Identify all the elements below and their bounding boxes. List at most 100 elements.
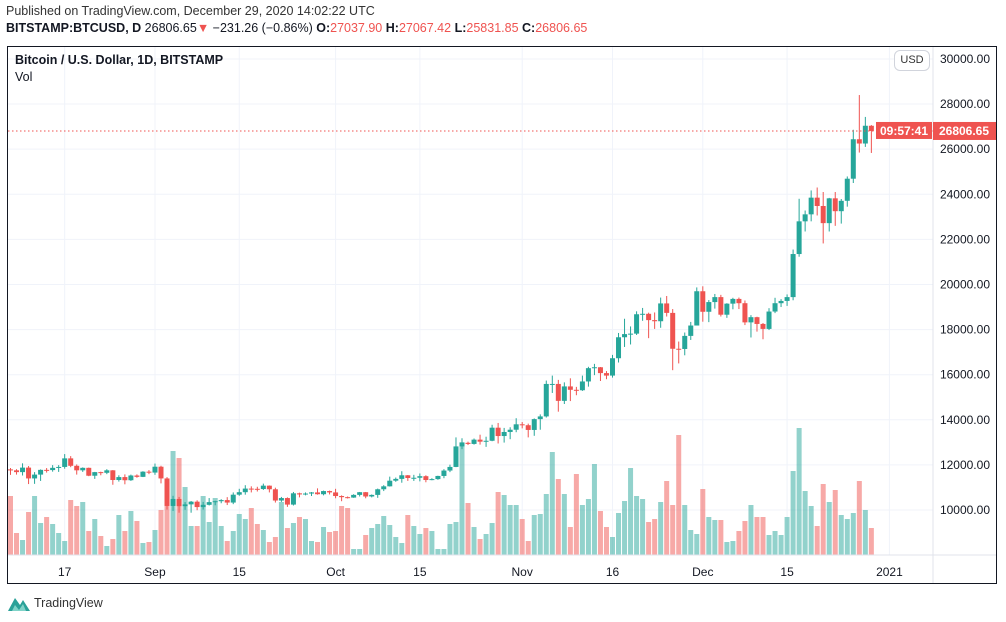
volume-bar <box>585 499 591 555</box>
candle-body <box>236 492 242 495</box>
candle-body <box>814 197 820 206</box>
high-label: H: <box>385 21 399 35</box>
volume-bar <box>236 514 242 555</box>
volume-bar <box>272 537 278 555</box>
candle-body <box>447 466 453 471</box>
volume-bar <box>44 517 50 555</box>
volume-bar <box>640 499 646 555</box>
x-tick-label: 2021 <box>876 565 903 579</box>
volume-bar <box>591 464 597 555</box>
candle-body <box>357 492 363 495</box>
candle-body <box>760 323 766 329</box>
high-value: 27067.42 <box>398 21 452 35</box>
y-tick-label: 26000.00 <box>940 142 990 156</box>
x-tick-label: Nov <box>512 565 533 579</box>
candle-body <box>321 491 327 495</box>
candle-body <box>670 312 676 349</box>
volume-bar <box>543 494 549 555</box>
low-value: 25831.85 <box>466 21 519 35</box>
volume-bar <box>284 528 290 555</box>
volume-bar <box>513 505 519 555</box>
volume-bar <box>56 533 62 555</box>
candle-body <box>820 205 826 224</box>
candle-body <box>200 504 206 508</box>
volume-bar <box>796 428 802 555</box>
candle-body <box>8 469 13 471</box>
volume-bar <box>838 515 844 555</box>
time-axis: 17 Sep 15 Oct 15 Nov 16 Dec 15 2021 <box>58 565 903 579</box>
candle-body <box>862 125 868 144</box>
volume-bar <box>134 521 140 555</box>
volume-bar <box>778 535 784 555</box>
candle-body <box>622 334 628 338</box>
candle-body <box>122 477 128 481</box>
candle-body <box>628 333 634 335</box>
volume-bar <box>802 491 808 555</box>
candle-body <box>748 317 754 323</box>
candle-body <box>92 472 98 476</box>
volume-bar <box>387 525 393 555</box>
candle-body <box>459 442 465 447</box>
volume-bar <box>423 528 429 555</box>
volume-bar <box>327 532 333 555</box>
volume-bar <box>549 452 555 555</box>
candle-body <box>110 470 116 481</box>
candles <box>8 95 874 513</box>
candle-body <box>652 320 658 322</box>
candle-body <box>483 440 489 442</box>
tradingview-brand[interactable]: TradingView <box>7 594 103 612</box>
volume-bar <box>664 481 670 555</box>
volume-bar <box>646 522 652 555</box>
candle-body <box>116 477 122 481</box>
candle-body <box>868 125 874 131</box>
volume-bar <box>772 531 778 555</box>
candle-body <box>399 475 405 479</box>
volume-bar <box>182 487 188 555</box>
volume-bar <box>826 502 832 555</box>
candle-body <box>272 489 278 501</box>
candle-body <box>50 467 56 471</box>
volume-bar <box>14 533 20 555</box>
candle-body <box>610 358 615 376</box>
volume-bar <box>254 524 260 555</box>
volume-bar <box>682 505 688 555</box>
volume-bar <box>555 479 561 555</box>
volume-bar <box>742 521 748 555</box>
volume-bar <box>158 510 164 555</box>
candle-body <box>284 498 290 505</box>
symbol-ohlc-line: BITSTAMP:BTCUSD, D 26806.65▼ −231.26 (−0… <box>6 21 587 35</box>
currency-button[interactable]: USD <box>894 50 930 71</box>
volume-bar <box>345 508 351 555</box>
volume-bar <box>760 517 766 555</box>
volume-bar <box>26 512 32 555</box>
volume-bar <box>242 519 248 555</box>
volume-bar <box>766 535 772 555</box>
volume-bar <box>200 496 206 555</box>
candle-body <box>194 501 200 508</box>
candle-body <box>14 470 20 473</box>
volume-bar <box>832 490 838 555</box>
volume-bar <box>146 542 152 555</box>
y-tick-label: 22000.00 <box>940 232 990 246</box>
x-tick-label: Dec <box>692 565 713 579</box>
candle-body <box>393 478 399 481</box>
candle-body <box>32 474 38 479</box>
candle-body <box>658 303 664 322</box>
candle-body <box>375 489 381 495</box>
candle-body <box>664 303 670 313</box>
brand-name: TradingView <box>34 596 103 610</box>
candle-body <box>176 498 182 507</box>
candle-body <box>339 496 345 498</box>
volume-bar <box>375 524 381 555</box>
y-tick-label: 16000.00 <box>940 368 990 382</box>
candle-body <box>597 367 603 374</box>
candle-body <box>164 478 170 506</box>
y-tick-label: 24000.00 <box>940 187 990 201</box>
volume-bar <box>501 495 507 555</box>
volume-bar <box>567 527 573 555</box>
candle-body <box>555 383 561 401</box>
candle-body <box>477 439 483 442</box>
change: −231.26 (−0.86%) <box>212 21 313 35</box>
candle-body <box>158 466 164 479</box>
